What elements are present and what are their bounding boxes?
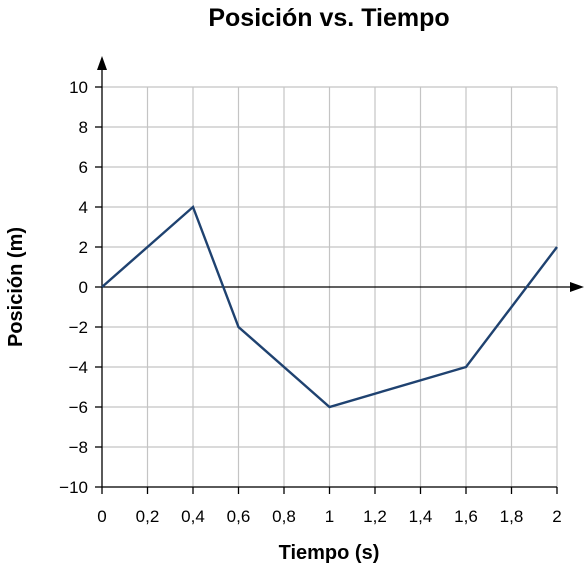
y-tick-label: −8 <box>69 438 88 457</box>
x-tick-label: 1,8 <box>500 507 524 526</box>
x-axis-title: Tiempo (s) <box>279 542 380 564</box>
x-tick-label: 0,8 <box>272 507 296 526</box>
y-tick-label: −2 <box>69 318 88 337</box>
y-tick-label: 2 <box>79 238 88 257</box>
y-tick-label: 6 <box>79 158 88 177</box>
y-tick-label: 4 <box>79 198 88 217</box>
x-tick-label: 0 <box>97 507 106 526</box>
series-layer <box>101 204 558 409</box>
y-axis-title: Posición (m) <box>5 227 27 347</box>
ticks: 10 8 6 4 2 0 −2 −4 −6 −8 −10 0 0,2 0,4 0,6 0,8 1 1,2 1,4 1,… <box>59 78 562 526</box>
y-tick-label: −10 <box>59 478 88 497</box>
y-tick-label: 10 <box>69 78 88 97</box>
y-tick-label: 8 <box>79 118 88 137</box>
y-tick-label: −6 <box>69 398 88 417</box>
y-axis-arrow <box>97 56 107 70</box>
x-tick-label: 1,4 <box>409 507 433 526</box>
chart-title: Posición vs. Tiempo <box>208 4 449 32</box>
x-tick-label: 2 <box>552 507 561 526</box>
x-tick-label: 1,2 <box>363 507 387 526</box>
x-tick-label: 0,2 <box>136 507 160 526</box>
x-tick-label: 0,6 <box>227 507 251 526</box>
x-tick-label: 1 <box>325 507 334 526</box>
series-line <box>101 204 558 409</box>
x-tick-label: 0,4 <box>181 507 205 526</box>
y-tick-label: 0 <box>79 278 88 297</box>
y-tick-label: −4 <box>69 358 88 377</box>
x-tick-label: 1,6 <box>454 507 478 526</box>
x-axis-arrow <box>570 282 584 292</box>
